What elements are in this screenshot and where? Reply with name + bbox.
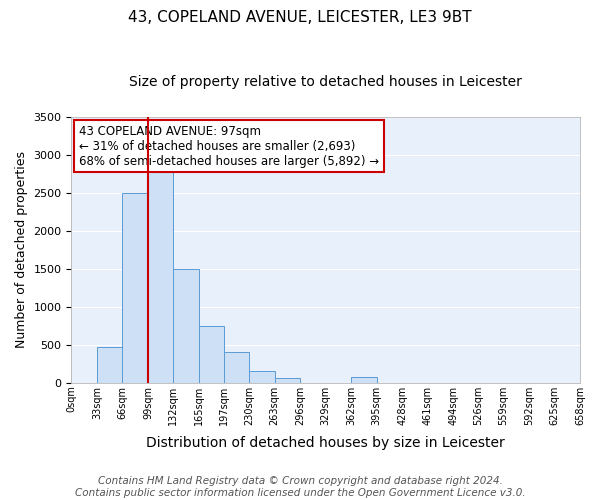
Bar: [173, 268, 199, 382]
Title: Size of property relative to detached houses in Leicester: Size of property relative to detached ho…: [129, 75, 522, 89]
Bar: [148, 170, 173, 382]
Y-axis label: Number of detached properties: Number of detached properties: [15, 151, 28, 348]
Bar: [351, 378, 377, 382]
Bar: [275, 378, 300, 382]
Text: 43 COPELAND AVENUE: 97sqm
← 31% of detached houses are smaller (2,693)
68% of se: 43 COPELAND AVENUE: 97sqm ← 31% of detac…: [79, 124, 379, 168]
Bar: [249, 372, 275, 382]
X-axis label: Distribution of detached houses by size in Leicester: Distribution of detached houses by size …: [146, 436, 505, 450]
Bar: [122, 192, 148, 382]
Text: Contains HM Land Registry data © Crown copyright and database right 2024.
Contai: Contains HM Land Registry data © Crown c…: [74, 476, 526, 498]
Bar: [97, 347, 122, 382]
Bar: [199, 326, 224, 382]
Bar: [224, 352, 249, 382]
Text: 43, COPELAND AVENUE, LEICESTER, LE3 9BT: 43, COPELAND AVENUE, LEICESTER, LE3 9BT: [128, 10, 472, 25]
